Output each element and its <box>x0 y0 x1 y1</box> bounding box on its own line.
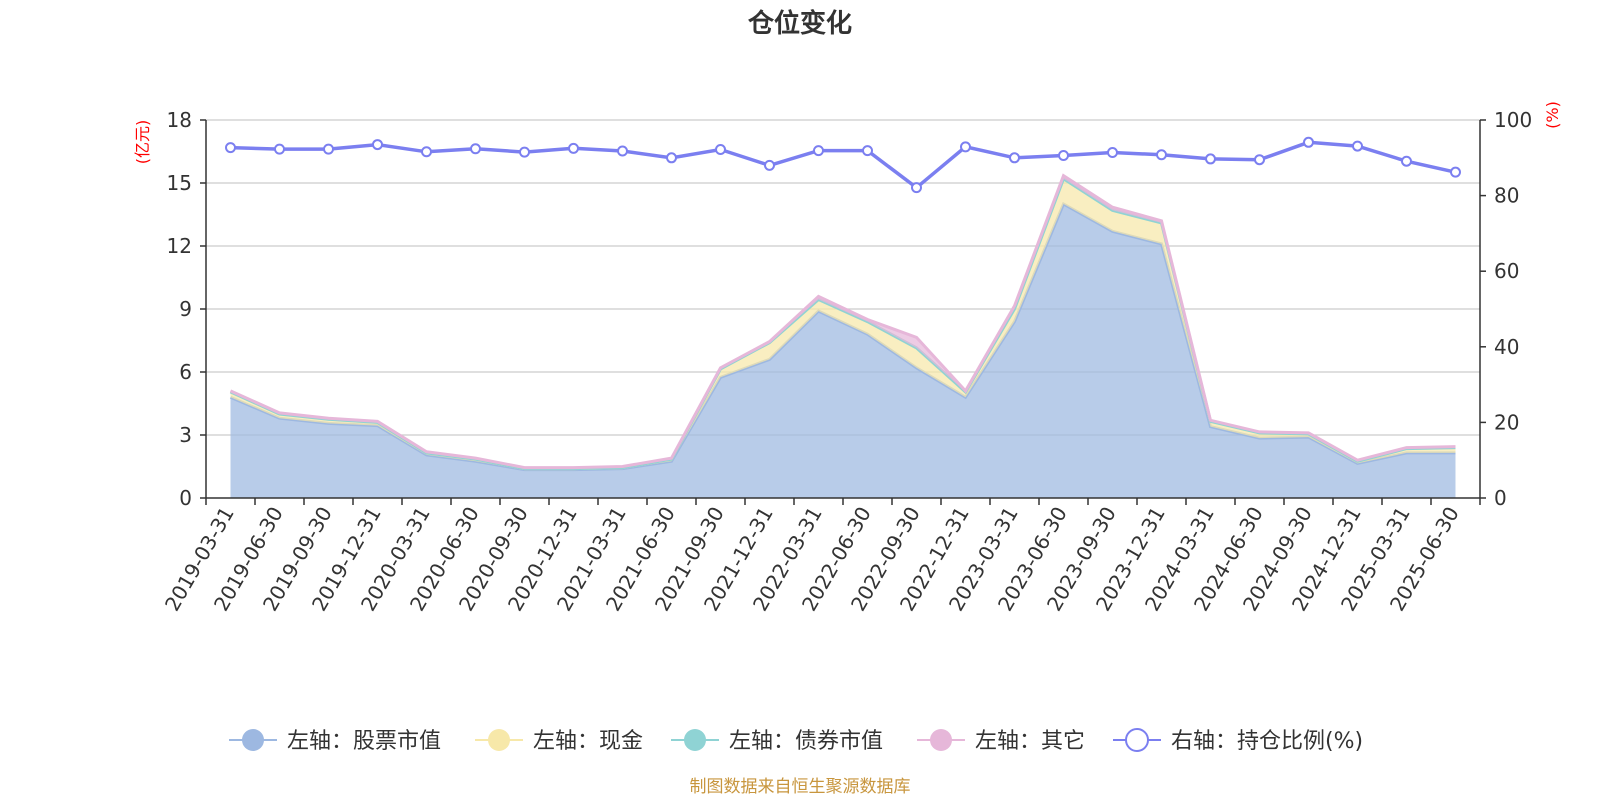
left-axis-tick-label: 3 <box>179 423 192 447</box>
ratio-point <box>960 141 971 153</box>
right-axis-unit: (%) <box>1543 101 1562 129</box>
ratio-line <box>230 140 1456 190</box>
right-axis-tick-label: 100 <box>1494 108 1532 132</box>
ratio-point <box>1205 153 1216 165</box>
legend-marker <box>488 729 510 751</box>
ratio-point <box>519 146 530 158</box>
area-edge-e6b7d9 <box>229 173 1456 470</box>
left-axis-unit: (亿元) <box>133 120 152 165</box>
left-axis-tick-label: 0 <box>179 486 192 510</box>
left-axis-tick-label: 18 <box>167 108 192 132</box>
ratio-point <box>1156 149 1167 161</box>
ratio-point <box>715 143 726 155</box>
chart-title: 仓位变化 <box>747 8 852 39</box>
ratio-point <box>1450 166 1461 178</box>
ratio-point <box>372 139 383 151</box>
legend-label: 左轴：股票市值 <box>287 729 441 754</box>
ratio-point <box>470 143 481 155</box>
legend-item: 左轴：债券市值 <box>671 729 883 754</box>
legend: 左轴：股票市值 左轴：现金 左轴：债券市值 左轴：其它 右轴：持仓比例(%) <box>229 728 1363 754</box>
source-note: 制图数据来自恒生聚源数据库 <box>690 777 911 797</box>
legend-label: 左轴：债券市值 <box>729 729 883 754</box>
ratio-point <box>1352 140 1363 152</box>
legend-marker <box>242 729 264 751</box>
ratio-point <box>1254 154 1265 166</box>
ratio-point <box>813 145 824 157</box>
left-axis-tick-label: 9 <box>179 297 192 321</box>
ratio-point <box>421 146 432 158</box>
ratio-point <box>1009 152 1020 164</box>
ratio-point <box>568 142 579 154</box>
legend-marker <box>684 729 706 751</box>
left-axis-tick-label: 12 <box>167 234 192 258</box>
legend-label: 左轴：其它 <box>975 729 1085 754</box>
ratio-point <box>1303 136 1314 148</box>
ratio-point <box>764 159 775 171</box>
ratio-point <box>617 145 628 157</box>
ratio-point <box>862 145 873 157</box>
legend-label: 右轴：持仓比例(%) <box>1171 729 1363 754</box>
ratio-line-series <box>225 136 1461 194</box>
ratio-point <box>274 143 285 155</box>
ratio-point <box>666 152 677 164</box>
right-axis-tick-label: 60 <box>1494 259 1519 283</box>
ratio-point <box>225 142 236 154</box>
left-axis-tick-label: 15 <box>167 171 192 195</box>
right-axis-tick-label: 20 <box>1494 410 1519 434</box>
right-axis-tick-label: 40 <box>1494 335 1519 359</box>
legend-item: 左轴：现金 <box>475 729 643 754</box>
legend-marker <box>1125 728 1149 752</box>
right-axis-tick-label: 80 <box>1494 184 1519 208</box>
legend-item: 左轴：股票市值 <box>229 729 441 754</box>
ratio-point <box>1058 150 1069 162</box>
ratio-point <box>911 182 922 194</box>
stacked-areas <box>229 173 1456 498</box>
legend-item: 右轴：持仓比例(%) <box>1113 728 1363 754</box>
right-axis-tick-label: 0 <box>1494 486 1507 510</box>
ratio-point <box>323 143 334 155</box>
ratio-point <box>1401 155 1412 167</box>
area-9db8e1 <box>230 204 1456 498</box>
ratio-point <box>1107 147 1118 159</box>
legend-item: 左轴：其它 <box>917 729 1085 754</box>
legend-marker <box>930 729 952 751</box>
legend-label: 左轴：现金 <box>533 729 643 754</box>
left-axis-tick-label: 6 <box>179 360 192 384</box>
